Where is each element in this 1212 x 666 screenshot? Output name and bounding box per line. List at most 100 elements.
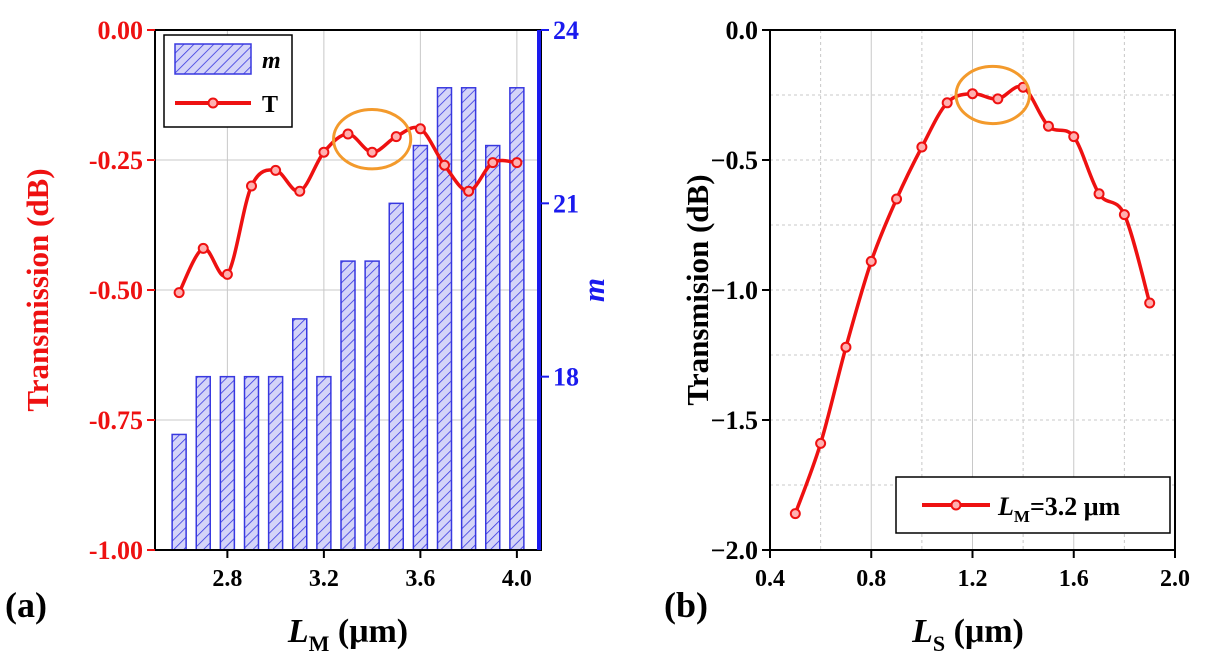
panel-a-bar bbox=[509, 87, 525, 550]
panel-a-point bbox=[246, 180, 257, 192]
panel-a-bar bbox=[364, 260, 380, 550]
panel-a-point bbox=[463, 185, 475, 197]
legend-bar-swatch bbox=[174, 43, 252, 75]
legend-bar-label: m bbox=[262, 48, 281, 74]
panel-b-point bbox=[865, 255, 877, 267]
panel-b-y-label: Transmision (dB) bbox=[680, 174, 715, 405]
panel-a-y-right-tick-label: 21 bbox=[553, 189, 579, 218]
panel-a-bar bbox=[460, 87, 477, 550]
panel-a-point bbox=[414, 123, 426, 135]
panel-a-legend: m T bbox=[163, 34, 293, 128]
panel-b-point bbox=[891, 193, 903, 205]
panel-a-point bbox=[318, 146, 330, 158]
panel-b-point bbox=[1093, 188, 1105, 200]
panel-a-x-label-main: L bbox=[287, 613, 309, 650]
panel-a-point bbox=[439, 159, 450, 171]
panel-a-y-left-tick-label: -0.25 bbox=[89, 146, 143, 175]
legend-line-marker bbox=[207, 97, 219, 109]
panel-a-x-tick-label: 2.8 bbox=[212, 566, 242, 592]
panel-a-bars bbox=[171, 87, 525, 550]
panel-a-y-right-tick-label: 24 bbox=[553, 16, 579, 45]
legend-label-sub: M bbox=[1014, 507, 1030, 526]
panel-a-bar bbox=[195, 375, 211, 550]
panel-a-bar bbox=[243, 375, 260, 550]
panel-a-x-label: LM (μm) bbox=[287, 613, 408, 656]
panel-b-y-tick-label: 0.0 bbox=[726, 16, 759, 45]
panel-a-bar bbox=[171, 433, 187, 550]
panel-a-bar bbox=[388, 202, 404, 550]
panel-b-y-tick-label: −1.0 bbox=[711, 276, 758, 305]
panel-a-y-right-tick-label: 18 bbox=[553, 363, 579, 392]
panel-b-grid bbox=[770, 30, 1175, 550]
panel-a-bar bbox=[436, 87, 453, 550]
panel-a-bar bbox=[412, 144, 429, 550]
panel-b-x-label-main: L bbox=[911, 613, 933, 650]
panel-b-y-tick-label: −1.5 bbox=[711, 406, 758, 435]
legend-line-marker bbox=[950, 499, 962, 511]
panel-a-bar bbox=[267, 375, 284, 550]
panel-b-x-tick-label: 0.4 bbox=[755, 566, 785, 592]
panel-a-bar bbox=[485, 144, 501, 550]
panel-a-bar bbox=[340, 260, 356, 550]
panel-b-point bbox=[992, 93, 1004, 105]
panel-b-point bbox=[1068, 131, 1080, 143]
panel-a-point bbox=[342, 128, 354, 140]
panel-b-x-label: LS (μm) bbox=[911, 613, 1024, 656]
panel-b-point bbox=[789, 508, 801, 520]
panel-a-y-left-tick-label: -0.50 bbox=[89, 276, 143, 305]
panel-b-point bbox=[941, 97, 953, 109]
panel-a-point bbox=[197, 242, 209, 254]
panel-a-point bbox=[487, 157, 499, 169]
panel-b-x-tick-label: 1.6 bbox=[1059, 566, 1089, 592]
panel-a-transmission-line bbox=[173, 123, 523, 299]
panel-b-point bbox=[815, 437, 827, 449]
panel-a-x-label-sub: M bbox=[309, 631, 330, 656]
panel-b-transmission-line bbox=[789, 81, 1156, 520]
panel-b-legend: LM=3.2 μm bbox=[895, 476, 1171, 534]
panel-a-y-left-tick-label: -1.00 bbox=[89, 536, 143, 565]
panel-b-ticks: 0.4 0.8 1.2 1.6 2.0 −2.0 −1.5 −1.0 −0.5 0.0 bbox=[711, 16, 1190, 592]
panel-a-x-label-unit: (μm) bbox=[329, 613, 408, 650]
panel-a-x-tick-label: 3.6 bbox=[405, 566, 435, 592]
panel-b-point bbox=[1042, 120, 1054, 132]
panel-a-y-left-tick-label: -0.75 bbox=[89, 406, 143, 435]
panel-a-point bbox=[221, 268, 233, 280]
panel-b: 0.4 0.8 1.2 1.6 2.0−2.0−1.5−1.0−0.50.0 LM=3.… bbox=[664, 16, 1190, 656]
panel-a-bar bbox=[219, 375, 236, 550]
panel-a-y-left-tick-label: 0.00 bbox=[98, 16, 144, 45]
panel-b-highlight-ellipse bbox=[954, 64, 1031, 126]
panel-b-x-tick-label: 2.0 bbox=[1160, 566, 1190, 592]
panel-a-right-axis-line bbox=[537, 30, 541, 550]
panel-a-bar bbox=[316, 375, 332, 550]
panel-b-point bbox=[1118, 209, 1130, 221]
legend-line-label: T bbox=[262, 92, 278, 118]
panel-b-x-tick-label: 1.2 bbox=[958, 566, 988, 592]
panel-a-highlight-ellipse bbox=[332, 108, 413, 171]
panel-a-y-left-label: Transmission (dB) bbox=[20, 168, 55, 411]
panel-a-label: (a) bbox=[5, 585, 47, 625]
panel-a-point bbox=[511, 157, 523, 169]
panel-a-x-tick-label: 3.2 bbox=[309, 566, 339, 592]
panel-b-point bbox=[1144, 297, 1156, 309]
legend-line-label: LM=3.2 μm bbox=[997, 492, 1120, 526]
panel-a: 2.8 3.2 3.6 4.0 -1.00 -0.75 -0.50 -0.25 0.00 18 21… bbox=[5, 16, 611, 656]
panel-a-x-tick-label: 4.0 bbox=[502, 566, 532, 592]
panel-b-x-label-unit: (μm) bbox=[945, 613, 1024, 650]
panel-b-y-tick-label: −0.5 bbox=[711, 146, 758, 175]
panel-b-point bbox=[967, 88, 978, 100]
panel-b-y-tick-label: −2.0 bbox=[711, 536, 758, 565]
panel-b-x-label-sub: S bbox=[933, 631, 945, 656]
panel-a-ticks: 2.8 3.2 3.6 4.0 -1.00 -0.75 -0.50 -0.25 0.00 18 21… bbox=[89, 16, 579, 592]
panel-b-x-tick-label: 0.8 bbox=[856, 566, 886, 592]
panel-a-point bbox=[390, 131, 402, 143]
panel-a-point bbox=[294, 185, 306, 197]
panel-a-point bbox=[366, 146, 378, 158]
panel-b-label: (b) bbox=[664, 585, 708, 625]
panel-a-point bbox=[270, 164, 282, 176]
legend-label-main: L bbox=[997, 492, 1014, 521]
panel-a-point bbox=[173, 287, 185, 299]
legend-label-rest: =3.2 μm bbox=[1030, 492, 1121, 521]
panel-b-point bbox=[840, 341, 852, 353]
panel-b-point bbox=[916, 141, 928, 153]
